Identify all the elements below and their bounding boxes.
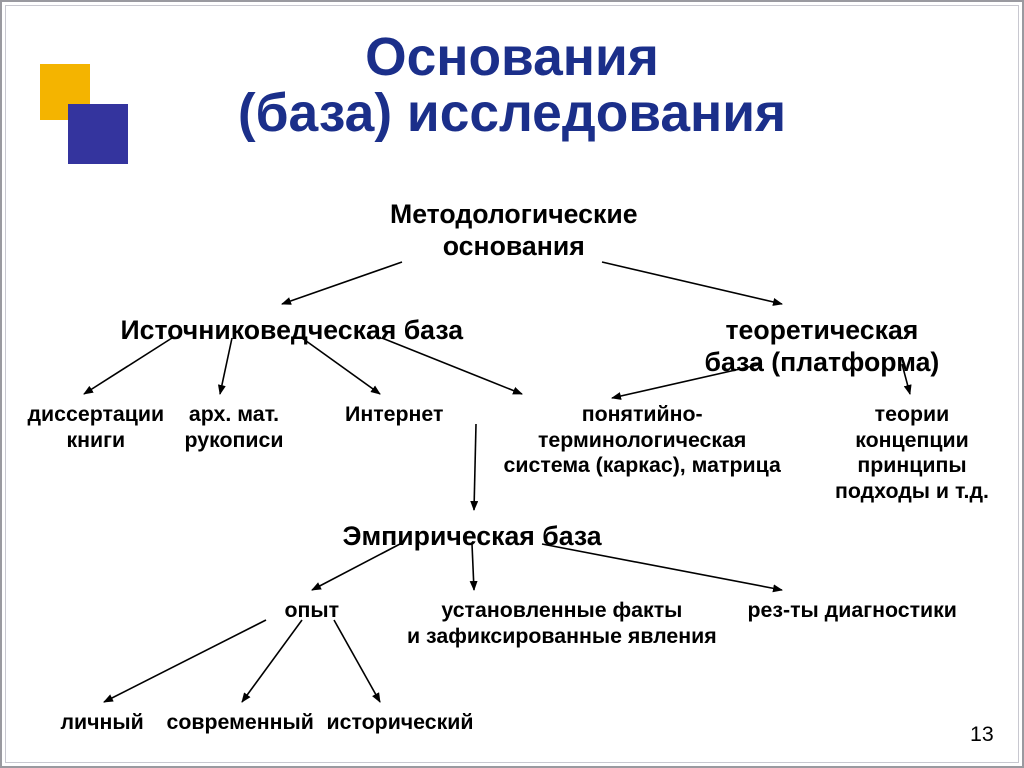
- node-source-base: Источниковедческая база: [121, 314, 464, 346]
- page-number: 13: [970, 722, 994, 747]
- slide-title-line1: Основания: [2, 30, 1022, 86]
- slide-title: Основания (база) исследования: [2, 30, 1022, 142]
- node-internet: Интернет: [345, 402, 443, 428]
- node-theoretical-base: теоретическая база (платформа): [705, 314, 940, 378]
- node-terminology: понятийно- терминологическая система (ка…: [504, 402, 781, 479]
- slide-frame: Основания (база) исследования Методологи…: [0, 0, 1024, 768]
- node-personal: личный: [61, 710, 144, 736]
- node-methodological: Методологические основания: [390, 198, 638, 262]
- node-dissertations: диссертации книги: [28, 402, 165, 453]
- slide-title-line2: (база) исследования: [2, 86, 1022, 142]
- node-experience: опыт: [285, 598, 340, 624]
- node-historical: исторический: [327, 710, 474, 736]
- node-contemporary: современный: [167, 710, 314, 736]
- node-empirical: Эмпирическая база: [343, 520, 602, 552]
- node-arch-mat: арх. мат. рукописи: [185, 402, 284, 453]
- node-facts: установленные факты и зафиксированные яв…: [407, 598, 717, 649]
- node-diagnostics: рез-ты диагностики: [748, 598, 957, 624]
- node-theories: теории концепции принципы подходы и т.д.: [835, 402, 989, 504]
